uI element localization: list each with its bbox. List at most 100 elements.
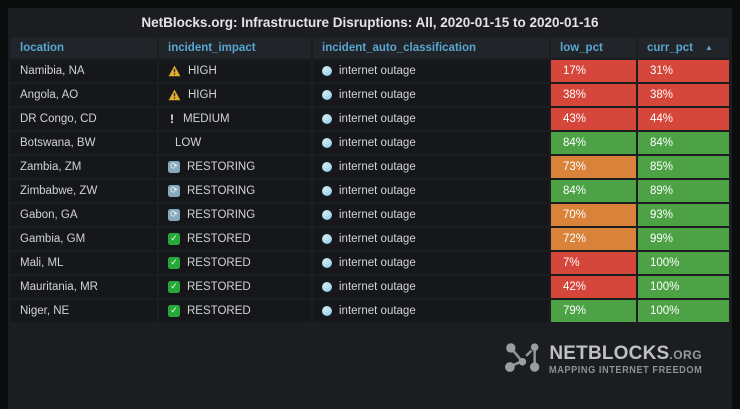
cell-incident-impact: ! MEDIUM (159, 108, 311, 130)
globe-icon (322, 162, 332, 172)
cell-low-pct: 79% (551, 300, 636, 322)
cell-incident-impact: ✓ RESTORED (159, 252, 311, 274)
column-header-curr-pct[interactable]: curr_pct ▲ (638, 38, 729, 58)
cell-location: Niger, NE (11, 300, 157, 322)
cell-incident-impact: ✓ RESTORED (159, 276, 311, 298)
table-row: Gabon, GA ⟳ RESTORING internet outage 70%… (11, 204, 729, 226)
column-header-incident-impact[interactable]: incident_impact (159, 38, 311, 58)
network-nodes-icon (505, 342, 541, 378)
cell-location: Mauritania, MR (11, 276, 157, 298)
table-body: Namibia, NA HIGH internet outage 17% 31%… (11, 60, 729, 322)
cell-incident-auto-classification: internet outage (313, 84, 549, 106)
globe-icon (322, 138, 332, 148)
table-header-row: location incident_impact incident_auto_c… (11, 38, 729, 58)
restored-check-icon: ✓ (168, 233, 180, 245)
globe-icon (322, 66, 332, 76)
cell-curr-pct: 100% (638, 300, 729, 322)
table-row: Mauritania, MR ✓ RESTORED internet outage… (11, 276, 729, 298)
table-row: DR Congo, CD ! MEDIUM internet outage 43%… (11, 108, 729, 130)
cell-incident-auto-classification: internet outage (313, 252, 549, 274)
globe-icon (322, 306, 332, 316)
cell-incident-impact: ⟳ RESTORING (159, 156, 311, 178)
globe-icon (322, 186, 332, 196)
cell-location: Botswana, BW (11, 132, 157, 154)
table-row: Botswana, BW LOW internet outage 84% 84% (11, 132, 729, 154)
table-row: Zambia, ZM ⟳ RESTORING internet outage 73… (11, 156, 729, 178)
dashboard-panel: NetBlocks.org: Infrastructure Disruption… (8, 8, 732, 409)
cell-low-pct: 70% (551, 204, 636, 226)
cell-incident-impact: ✓ RESTORED (159, 228, 311, 250)
column-header-curr-pct-label: curr_pct (647, 42, 694, 54)
cell-low-pct: 38% (551, 84, 636, 106)
cell-curr-pct: 89% (638, 180, 729, 202)
cell-incident-impact: HIGH (159, 84, 311, 106)
globe-icon (322, 114, 332, 124)
cell-curr-pct: 84% (638, 132, 729, 154)
disruptions-table: location incident_impact incident_auto_c… (11, 38, 729, 322)
cell-curr-pct: 31% (638, 60, 729, 82)
cell-low-pct: 17% (551, 60, 636, 82)
globe-icon (322, 234, 332, 244)
cell-incident-auto-classification: internet outage (313, 132, 549, 154)
table-row: Angola, AO HIGH internet outage 38% 38% (11, 84, 729, 106)
netblocks-logo: NETBLOCKS.ORG MAPPING INTERNET FREEDOM (505, 342, 716, 378)
restoring-icon: ⟳ (168, 161, 180, 173)
exclamation-icon: ! (170, 112, 174, 126)
column-header-location[interactable]: location (11, 38, 157, 58)
globe-icon (322, 282, 332, 292)
cell-incident-auto-classification: internet outage (313, 204, 549, 226)
globe-icon (322, 90, 332, 100)
restoring-icon: ⟳ (168, 185, 180, 197)
column-header-incident-auto-classification[interactable]: incident_auto_classification (313, 38, 549, 58)
cell-low-pct: 84% (551, 132, 636, 154)
cell-low-pct: 72% (551, 228, 636, 250)
cell-incident-auto-classification: internet outage (313, 108, 549, 130)
restored-check-icon: ✓ (168, 281, 180, 293)
warning-triangle-icon (168, 65, 181, 77)
cell-curr-pct: 100% (638, 276, 729, 298)
panel-title: NetBlocks.org: Infrastructure Disruption… (141, 15, 599, 30)
cell-low-pct: 43% (551, 108, 636, 130)
cell-low-pct: 84% (551, 180, 636, 202)
cell-location: Zambia, ZM (11, 156, 157, 178)
cell-location: Mali, ML (11, 252, 157, 274)
table-row: Mali, ML ✓ RESTORED internet outage 7% 10… (11, 252, 729, 274)
cell-incident-auto-classification: internet outage (313, 60, 549, 82)
cell-low-pct: 73% (551, 156, 636, 178)
cell-curr-pct: 100% (638, 252, 729, 274)
restored-check-icon: ✓ (168, 305, 180, 317)
column-header-low-pct[interactable]: low_pct (551, 38, 636, 58)
table-row: Gambia, GM ✓ RESTORED internet outage 72%… (11, 228, 729, 250)
logo-tagline: MAPPING INTERNET FREEDOM (549, 365, 703, 376)
cell-location: Zimbabwe, ZW (11, 180, 157, 202)
sort-ascending-icon: ▲ (705, 43, 713, 52)
warning-triangle-icon (168, 89, 181, 101)
cell-curr-pct: 44% (638, 108, 729, 130)
cell-curr-pct: 38% (638, 84, 729, 106)
table-row: Zimbabwe, ZW ⟳ RESTORING internet outage … (11, 180, 729, 202)
logo-text: NETBLOCKS.ORG MAPPING INTERNET FREEDOM (549, 344, 716, 376)
cell-location: Angola, AO (11, 84, 157, 106)
restoring-icon: ⟳ (168, 209, 180, 221)
cell-incident-impact: HIGH (159, 60, 311, 82)
cell-incident-auto-classification: internet outage (313, 228, 549, 250)
cell-curr-pct: 99% (638, 228, 729, 250)
cell-incident-auto-classification: internet outage (313, 276, 549, 298)
cell-incident-auto-classification: internet outage (313, 300, 549, 322)
cell-location: Namibia, NA (11, 60, 157, 82)
table-row: Niger, NE ✓ RESTORED internet outage 79% … (11, 300, 729, 322)
cell-incident-impact: LOW (159, 132, 311, 154)
cell-curr-pct: 93% (638, 204, 729, 226)
cell-incident-impact: ⟳ RESTORING (159, 204, 311, 226)
cell-curr-pct: 85% (638, 156, 729, 178)
cell-low-pct: 42% (551, 276, 636, 298)
table-row: Namibia, NA HIGH internet outage 17% 31% (11, 60, 729, 82)
cell-incident-impact: ✓ RESTORED (159, 300, 311, 322)
cell-location: Gabon, GA (11, 204, 157, 226)
cell-incident-impact: ⟳ RESTORING (159, 180, 311, 202)
cell-location: Gambia, GM (11, 228, 157, 250)
restored-check-icon: ✓ (168, 257, 180, 269)
cell-incident-auto-classification: internet outage (313, 156, 549, 178)
cell-low-pct: 7% (551, 252, 636, 274)
cell-incident-auto-classification: internet outage (313, 180, 549, 202)
